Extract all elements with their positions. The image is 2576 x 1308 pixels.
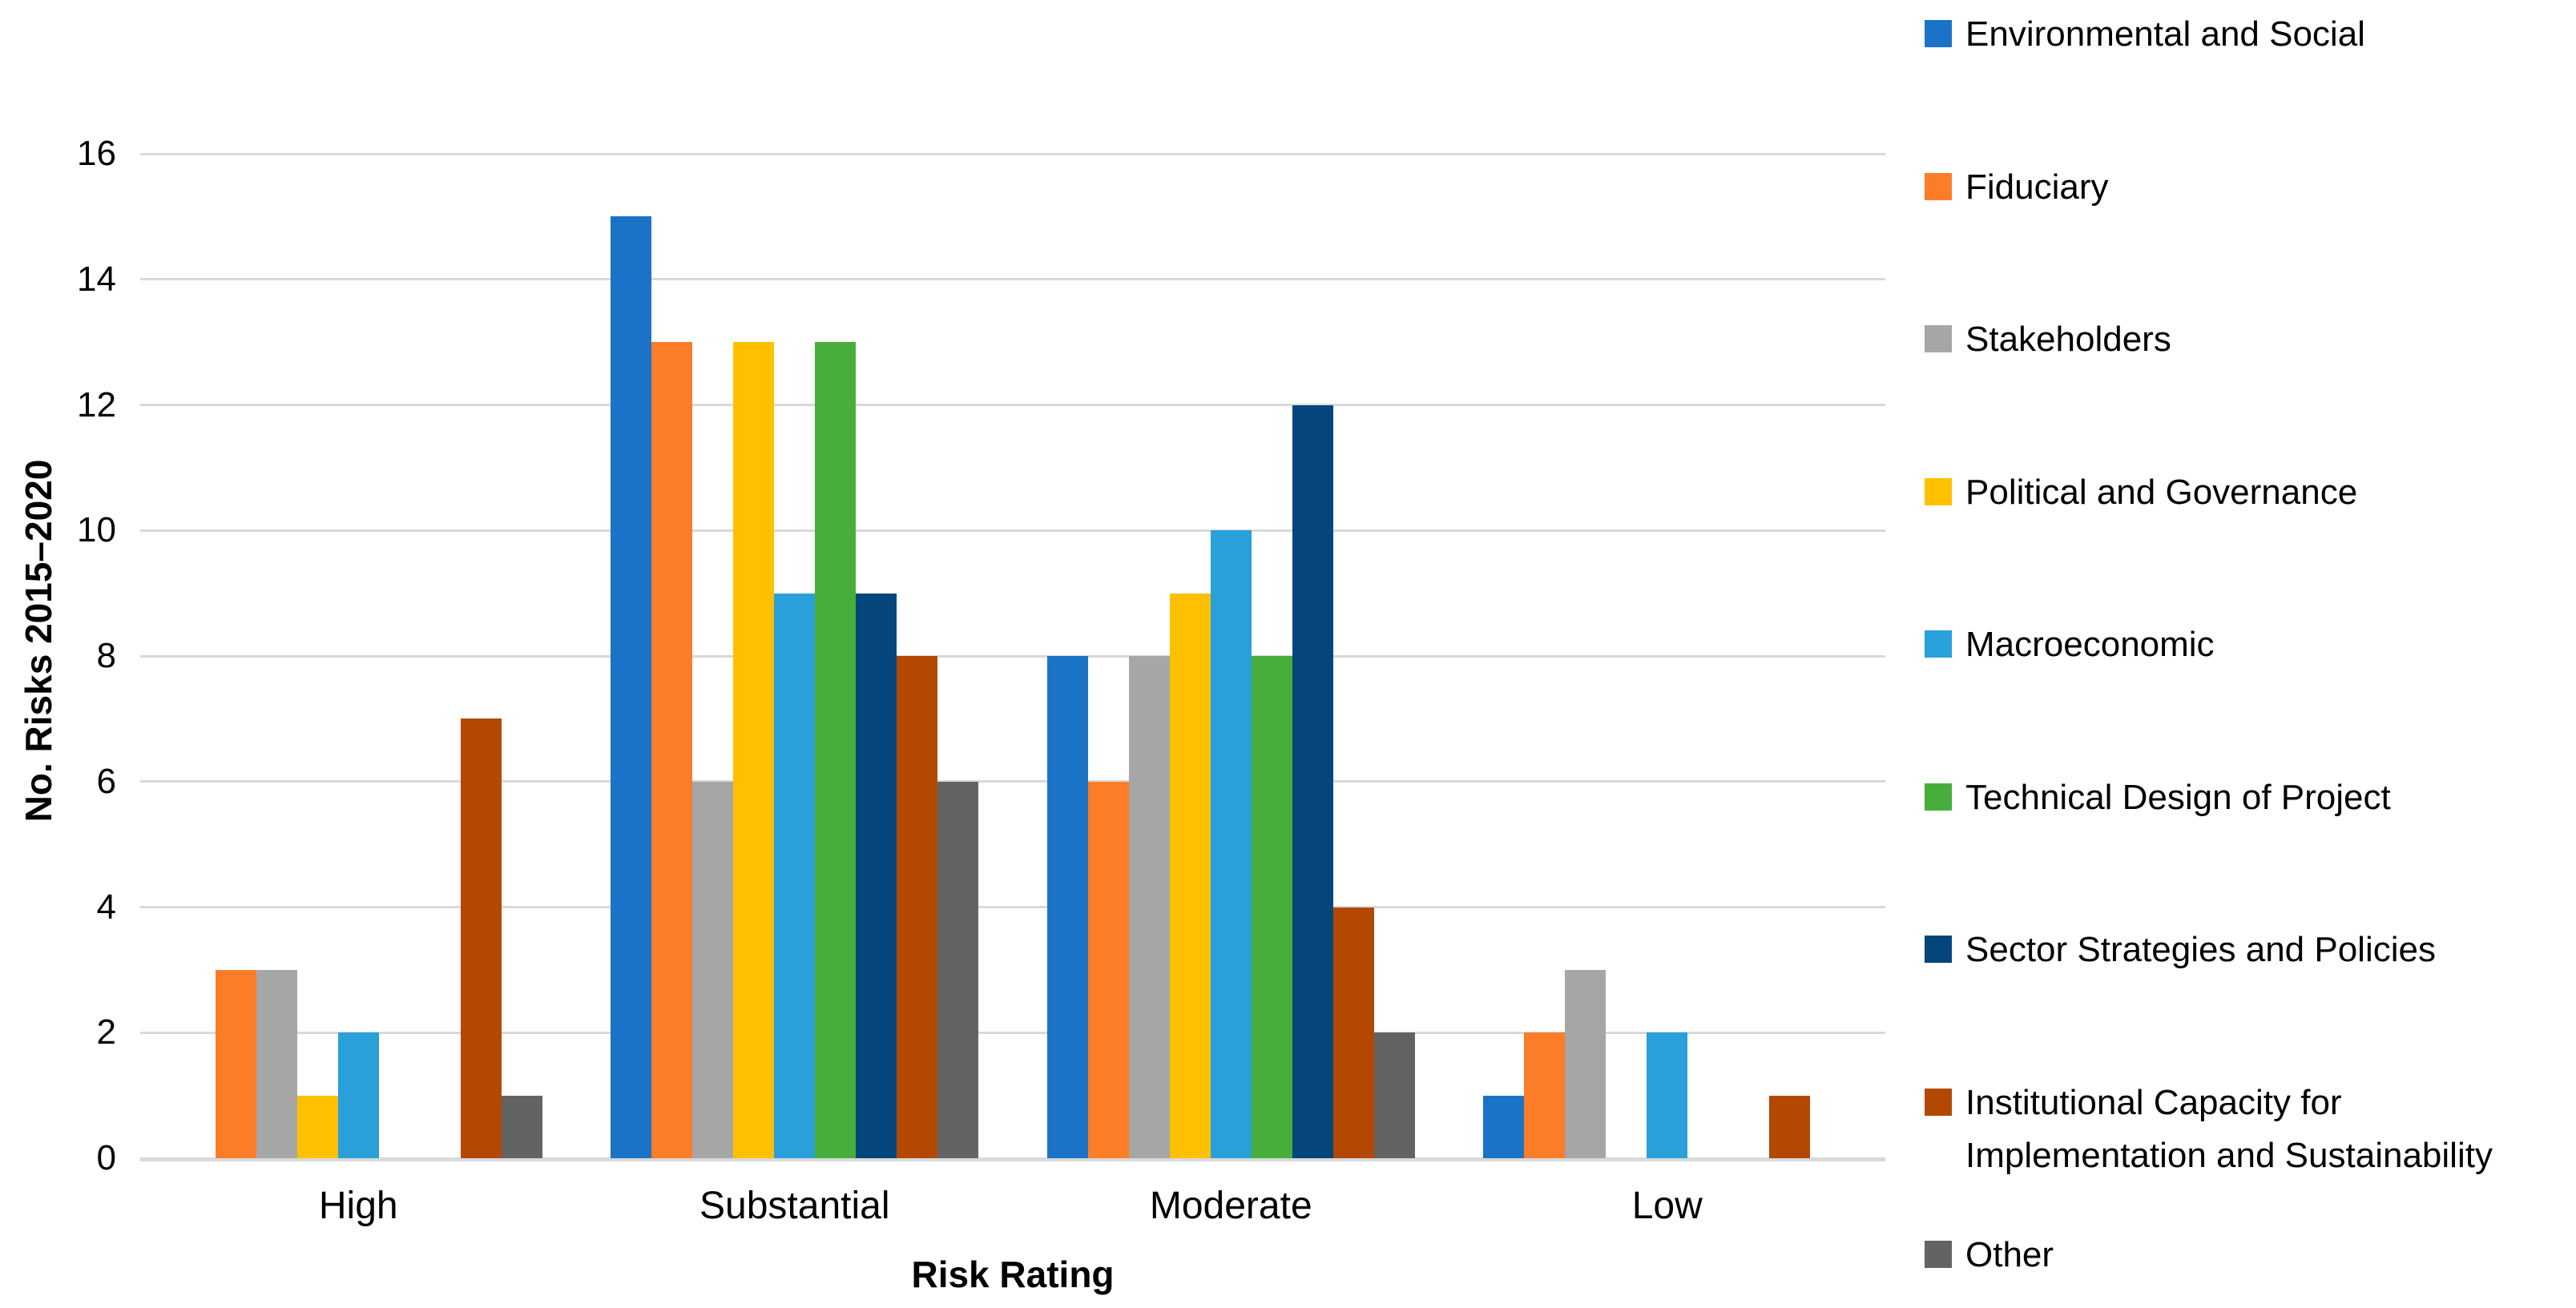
- bar-low-institutional-capacity-for-implementation-and-sustainability: [1769, 1095, 1811, 1158]
- bar-moderate-macroeconomic: [1210, 530, 1252, 1158]
- bar-moderate-sector-strategies-and-policies: [1292, 404, 1333, 1158]
- legend: Environmental and Social Fiduciary Stakeho…: [1925, 0, 2576, 1308]
- bar-substantial-sector-strategies-and-policies: [856, 593, 897, 1158]
- y-tick-label-12: 12: [77, 384, 116, 425]
- bar-substantial-technical-design-of-project: [815, 342, 857, 1158]
- legend-swatch-macroeconomic: [1925, 630, 1952, 658]
- legend-item-technical-design-of-project: Technical Design of Project: [1925, 771, 2576, 824]
- bar-high-other: [501, 1095, 542, 1158]
- bar-moderate-political-and-governance: [1169, 593, 1211, 1158]
- bar-high-institutional-capacity-for-implementation-and-sustainability: [460, 718, 502, 1158]
- legend-swatch-political-and-governance: [1925, 477, 1952, 505]
- y-tick-label-0: 0: [96, 1138, 116, 1177]
- bar-moderate-environmental-and-social: [1046, 656, 1088, 1158]
- bar-high-macroeconomic: [337, 1032, 379, 1158]
- gridline-6: [140, 780, 1885, 783]
- legend-swatch-stakeholders: [1925, 325, 1952, 352]
- x-category-label-moderate: Moderate: [1149, 1185, 1312, 1227]
- legend-item-stakeholders: Stakeholders: [1925, 313, 2576, 366]
- x-category-label-high: High: [318, 1185, 398, 1227]
- x-axis-line: [140, 1157, 1885, 1161]
- legend-label-institutional-capacity-for-implementation-and-sustainability: Institutional Capacity for Implementatio…: [1965, 1082, 2493, 1175]
- y-tick-label-2: 2: [96, 1012, 116, 1052]
- legend-swatch-institutional-capacity-for-implementation-and-sustainability: [1925, 1088, 1952, 1116]
- legend-swatch-other: [1925, 1241, 1952, 1268]
- y-tick-label-10: 10: [77, 510, 116, 550]
- bar-low-macroeconomic: [1647, 1032, 1688, 1158]
- legend-item-macroeconomic: Macroeconomic: [1925, 618, 2576, 671]
- bar-substantial-fiduciary: [651, 342, 693, 1158]
- x-axis-title: Risk Rating: [911, 1254, 1115, 1295]
- y-tick-label-14: 14: [77, 259, 116, 299]
- legend-label-other: Other: [1965, 1235, 2054, 1274]
- bar-moderate-technical-design-of-project: [1251, 656, 1292, 1158]
- x-category-label-substantial: Substantial: [699, 1185, 890, 1227]
- x-category-label-low: Low: [1631, 1185, 1703, 1227]
- bar-moderate-other: [1373, 1032, 1415, 1158]
- legend-swatch-technical-design-of-project: [1925, 783, 1952, 811]
- legend-item-environmental-and-social: Environmental and Social: [1925, 8, 2576, 61]
- gridline-16: [140, 152, 1885, 155]
- legend-label-sector-strategies-and-policies: Sector Strategies and Policies: [1965, 930, 2436, 969]
- bar-substantial-political-and-governance: [733, 342, 775, 1158]
- legend-label-technical-design-of-project: Technical Design of Project: [1965, 777, 2391, 817]
- y-tick-label-6: 6: [96, 761, 116, 801]
- plot-area: [140, 152, 1885, 1161]
- bar-moderate-stakeholders: [1128, 656, 1170, 1158]
- legend-swatch-fiduciary: [1925, 172, 1952, 200]
- gridline-12: [140, 404, 1885, 406]
- bar-substantial-stakeholders: [692, 781, 734, 1158]
- bar-moderate-fiduciary: [1087, 781, 1129, 1158]
- legend-item-fiduciary: Fiduciary: [1925, 161, 2576, 214]
- legend-item-institutional-capacity-for-implementation-and-sustainability: Institutional Capacity for Implementatio…: [1925, 1077, 2576, 1182]
- legend-swatch-sector-strategies-and-policies: [1925, 936, 1952, 963]
- legend-item-political-and-governance: Political and Governance: [1925, 466, 2576, 519]
- bar-moderate-institutional-capacity-for-implementation-and-sustainability: [1332, 907, 1374, 1158]
- bar-substantial-macroeconomic: [774, 593, 816, 1158]
- gridline-4: [140, 906, 1885, 908]
- bar-group-substantial: [611, 154, 979, 1158]
- legend-label-stakeholders: Stakeholders: [1965, 320, 2171, 359]
- legend-item-sector-strategies-and-policies: Sector Strategies and Policies: [1925, 924, 2576, 976]
- y-tick-label-16: 16: [77, 134, 116, 173]
- bar-group-low: [1483, 154, 1851, 1158]
- bar-substantial-institutional-capacity-for-implementation-and-sustainability: [897, 656, 938, 1158]
- y-tick-label-8: 8: [96, 636, 116, 675]
- bar-low-environmental-and-social: [1483, 1095, 1525, 1158]
- bar-high-stakeholders: [256, 969, 297, 1158]
- bar-high-fiduciary: [215, 969, 256, 1158]
- y-tick-label-4: 4: [96, 887, 116, 927]
- bar-substantial-other: [937, 781, 979, 1158]
- gridline-10: [140, 529, 1885, 532]
- bar-low-stakeholders: [1565, 969, 1606, 1158]
- legend-label-political-and-governance: Political and Governance: [1965, 472, 2358, 512]
- legend-label-fiduciary: Fiduciary: [1965, 167, 2109, 207]
- bar-group-high: [175, 154, 542, 1158]
- legend-item-other: Other: [1925, 1229, 2576, 1282]
- legend-label-macroeconomic: Macroeconomic: [1965, 625, 2215, 664]
- bar-low-fiduciary: [1524, 1032, 1566, 1158]
- gridline-14: [140, 278, 1885, 281]
- legend-swatch-environmental-and-social: [1925, 20, 1952, 47]
- gridline-8: [140, 654, 1885, 658]
- legend-label-environmental-and-social: Environmental and Social: [1965, 14, 2365, 54]
- bar-group-moderate: [1046, 154, 1415, 1158]
- bar-substantial-environmental-and-social: [611, 216, 652, 1158]
- bar-high-political-and-governance: [296, 1095, 338, 1158]
- gridline-2: [140, 1031, 1885, 1034]
